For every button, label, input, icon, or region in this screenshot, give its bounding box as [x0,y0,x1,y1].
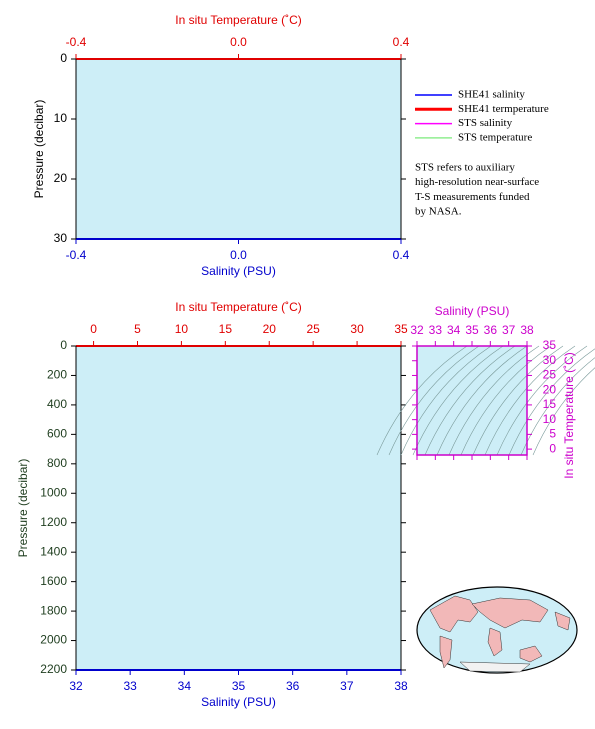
density-contour [412,345,504,456]
y-tick-label: 800 [47,456,67,470]
density-contour [376,345,468,456]
x2-tick-label: 35 [394,322,408,336]
y-tick-label: 35 [543,338,557,352]
x-tick-label: 37 [502,323,516,337]
y-tick-label: 30 [543,353,557,367]
y-axis-label: Pressure (decibar) [16,459,30,558]
x-tick-label: 34 [447,323,461,337]
density-contour [388,345,480,456]
x-tick-label: 32 [410,323,424,337]
x2-tick-label: 0.0 [230,35,247,49]
y-tick-label: 1200 [40,515,67,529]
note-line: high-resolution near-surface [415,176,539,188]
x-axis-label: Salinity (PSU) [201,695,276,709]
y-tick-label: 20 [543,382,557,396]
x2-axis-label: In situ Temperature (˚C) [175,300,302,314]
x2-axis-label: In situ Temperature (˚C) [175,13,302,27]
y-tick-label: 1800 [40,603,67,617]
x2-tick-label: 10 [175,322,189,336]
x-tick-label: 0.4 [393,248,410,262]
y-tick-label: 0 [549,441,556,455]
x-axis-label: Salinity (PSU) [435,304,510,318]
x-tick-label: 36 [484,323,498,337]
y-tick-label: 1600 [40,574,67,588]
y-tick-label: 400 [47,397,67,411]
density-contour [508,348,595,456]
y-tick-label: 10 [54,111,68,125]
y-tick-label: 10 [543,412,557,426]
x-tick-label: 35 [232,679,246,693]
note-line: by NASA. [415,206,462,218]
x-tick-label: 34 [178,679,192,693]
x-tick-label: 38 [394,679,408,693]
x2-tick-label: 0 [90,322,97,336]
x-tick-label: 32 [69,679,83,693]
legend-label: STS temperature [458,131,532,143]
x2-tick-label: 15 [219,322,233,336]
y-tick-label: 2200 [40,662,67,676]
density-contour [448,345,540,456]
note-line: T-S measurements funded [415,191,530,203]
density-contour [532,367,595,456]
plot-area [416,345,528,456]
y-tick-label: 2000 [40,633,67,647]
density-contour [496,345,588,456]
y-tick-label: 25 [543,368,557,382]
x2-tick-label: -0.4 [66,35,87,49]
legend-label: SHE41 salinity [458,89,525,101]
y-tick-label: 0 [60,51,67,65]
x2-tick-label: 25 [306,322,320,336]
x2-tick-label: 0.4 [393,35,410,49]
plot-area [75,345,402,671]
y-tick-label: 30 [54,231,68,245]
density-contour [484,345,576,456]
x-tick-label: -0.4 [66,248,87,262]
note-line: STS refers to auxiliary [415,162,515,174]
density-contour [436,345,528,456]
density-contour [400,345,492,456]
density-contour [424,345,516,456]
x-tick-label: 0.0 [230,248,247,262]
y-axis-label: In situ Temperature (˚C) [562,352,576,479]
x-tick-label: 35 [465,323,479,337]
world-map [416,586,578,674]
y-tick-label: 1400 [40,544,67,558]
plot-area [75,58,402,240]
x-tick-label: 36 [286,679,300,693]
y-tick-label: 20 [54,171,68,185]
x2-tick-label: 30 [350,322,364,336]
y-tick-label: 0 [60,338,67,352]
y-tick-label: 5 [549,427,556,441]
x-tick-label: 37 [340,679,354,693]
y-tick-label: 600 [47,427,67,441]
legend-label: STS salinity [458,117,513,129]
y-axis-label: Pressure (decibar) [32,100,46,199]
legend-label: SHE41 termperature [458,103,549,115]
density-contour [520,357,595,456]
x-tick-label: 33 [123,679,137,693]
x2-tick-label: 5 [134,322,141,336]
x2-tick-label: 20 [263,322,277,336]
x-axis-label: Salinity (PSU) [201,264,276,278]
y-tick-label: 200 [47,368,67,382]
x-tick-label: 33 [429,323,443,337]
y-tick-label: 15 [543,397,557,411]
y-tick-label: 1000 [40,485,67,499]
density-contour [460,345,552,456]
density-contour [472,345,564,456]
x-tick-label: 38 [520,323,534,337]
